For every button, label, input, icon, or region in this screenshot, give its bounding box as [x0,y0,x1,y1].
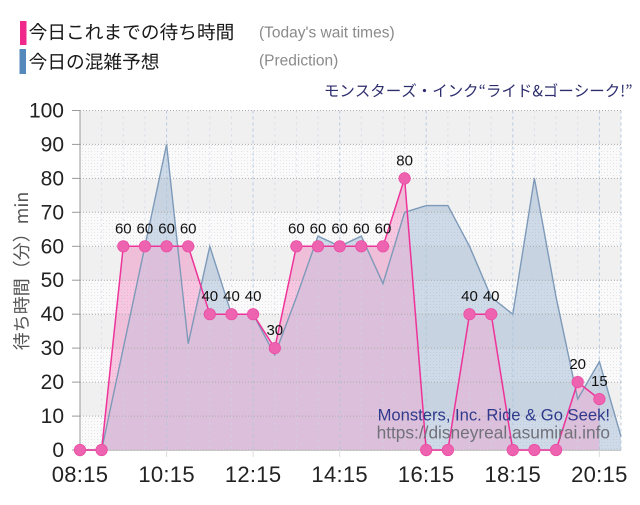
svg-text:10:15: 10:15 [138,462,195,487]
svg-text:60: 60 [137,220,154,237]
svg-text:10: 10 [41,405,64,428]
svg-text:(Today's wait times): (Today's wait times) [259,25,395,42]
svg-text:15: 15 [591,373,608,390]
svg-text:60: 60 [158,220,175,237]
svg-text:40: 40 [245,288,262,305]
svg-text:40: 40 [41,303,64,326]
svg-text:80: 80 [396,152,413,169]
svg-text:20: 20 [569,356,586,373]
svg-text:Monsters, Inc. Ride & Go Seek!: Monsters, Inc. Ride & Go Seek! [378,406,610,425]
svg-text:16:15: 16:15 [398,462,455,487]
svg-text:80: 80 [41,167,64,190]
svg-text:60: 60 [353,220,370,237]
svg-text:40: 40 [461,288,478,305]
svg-text:30: 30 [41,337,64,360]
svg-text:60: 60 [41,235,64,258]
svg-text:40: 40 [223,288,240,305]
svg-text:20: 20 [41,371,64,394]
svg-text:20:15: 20:15 [571,462,628,487]
svg-text:100: 100 [29,100,64,123]
svg-text:60: 60 [331,220,348,237]
svg-text:60: 60 [375,220,392,237]
svg-text:60: 60 [310,220,327,237]
svg-text:08:15: 08:15 [52,462,109,487]
svg-text:40: 40 [201,288,218,305]
svg-text:18:15: 18:15 [485,462,542,487]
svg-text:0: 0 [52,439,64,462]
svg-text:14:15: 14:15 [311,462,368,487]
svg-text:12:15: 12:15 [225,462,282,487]
svg-text:50: 50 [41,269,64,292]
svg-text:90: 90 [41,133,64,156]
svg-text:(Prediction): (Prediction) [259,53,338,70]
svg-text:60: 60 [180,220,197,237]
svg-text:60: 60 [115,220,132,237]
svg-text:30: 30 [266,322,283,339]
svg-text:40: 40 [483,288,500,305]
svg-text:https://disneyreal.asumirai.in: https://disneyreal.asumirai.info [377,423,610,443]
svg-text:70: 70 [41,201,64,224]
svg-text:60: 60 [288,220,305,237]
